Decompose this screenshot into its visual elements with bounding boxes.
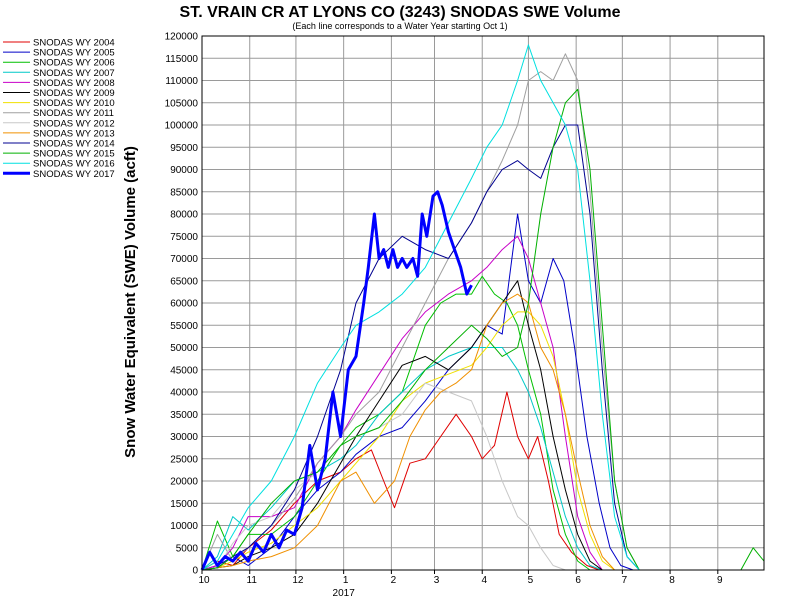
y-axis-ticks: 0 5000 10000 15000 20000 25000 30000 35000 40000… xyxy=(165,32,199,577)
y-tick-label: 90000 xyxy=(170,165,198,176)
y-tick-label: 35000 xyxy=(170,410,198,421)
y-tick-label: 45000 xyxy=(170,365,198,376)
y-tick-label: 100000 xyxy=(165,121,199,132)
series-line-snodas-wy-2014 xyxy=(201,124,764,571)
x-year-label: 2017 xyxy=(333,588,356,599)
series-line-snodas-wy-2007 xyxy=(201,347,764,571)
x-tick-label: 2 xyxy=(391,575,397,586)
y-tick-label: 80000 xyxy=(170,210,198,221)
x-tick-label: 1 xyxy=(343,575,349,586)
x-tick-label: 4 xyxy=(481,575,487,586)
y-tick-label: 5000 xyxy=(176,543,199,554)
y-axis-label: Snow Water Equivalent (SWE) Volume (acft… xyxy=(122,146,139,458)
legend-item-label: SNODAS WY 2015 xyxy=(33,149,115,160)
y-tick-label: 15000 xyxy=(170,499,198,510)
legend-item-label: SNODAS WY 2008 xyxy=(33,78,115,89)
y-tick-label: 70000 xyxy=(170,254,198,265)
legend-item-label: SNODAS WY 2005 xyxy=(33,48,115,59)
x-tick-label: 3 xyxy=(434,575,440,586)
legend-item-label: SNODAS WY 2009 xyxy=(33,88,115,99)
series-line-snodas-wy-2012 xyxy=(201,382,764,571)
series-line-snodas-wy-2013 xyxy=(201,293,764,571)
chart-title: ST. VRAIN CR AT LYONS CO (3243) SNODAS S… xyxy=(180,4,621,21)
y-tick-label: 110000 xyxy=(165,76,198,87)
series-line-snodas-wy-2009 xyxy=(201,280,764,571)
x-tick-label: 11 xyxy=(247,575,258,586)
x-tick-label: 9 xyxy=(717,575,723,586)
plot-border xyxy=(201,35,765,571)
series-line-snodas-wy-2017 xyxy=(200,190,473,571)
legend-item-label: SNODAS WY 2014 xyxy=(33,139,115,150)
series-line-snodas-wy-2016 xyxy=(201,44,764,571)
y-tick-label: 55000 xyxy=(170,321,198,332)
x-tick-label: 12 xyxy=(292,575,304,586)
legend-item-label: SNODAS WY 2012 xyxy=(33,118,115,129)
y-tick-label: 105000 xyxy=(165,98,199,109)
x-tick-label: 6 xyxy=(575,575,581,586)
series-line-snodas-wy-2015 xyxy=(201,88,765,571)
x-tick-label: 7 xyxy=(622,575,628,586)
x-tick-label: 8 xyxy=(669,575,675,586)
y-tick-label: 0 xyxy=(192,566,198,577)
y-tick-label: 60000 xyxy=(170,299,198,310)
y-tick-label: 10000 xyxy=(170,521,198,532)
x-tick-label: 10 xyxy=(198,575,210,586)
legend-item-label: SNODAS WY 2017 xyxy=(33,169,115,180)
legend-item-label: SNODAS WY 2011 xyxy=(33,108,114,119)
legend-item-label: SNODAS WY 2013 xyxy=(33,128,115,139)
series-lines xyxy=(200,44,765,571)
legend-item-label: SNODAS WY 2010 xyxy=(33,98,115,109)
y-tick-label: 20000 xyxy=(170,477,198,488)
y-tick-label: 40000 xyxy=(170,388,198,399)
legend-item-label: SNODAS WY 2007 xyxy=(33,68,115,79)
y-tick-label: 65000 xyxy=(170,276,198,287)
chart-subtitle: (Each line corresponds to a Water Year s… xyxy=(292,21,507,31)
legend-item-label: SNODAS WY 2004 xyxy=(33,38,115,49)
series-line-snodas-wy-2006 xyxy=(201,275,764,571)
x-tick-label: 5 xyxy=(528,575,534,586)
y-tick-label: 50000 xyxy=(170,343,198,354)
y-tick-label: 25000 xyxy=(170,454,198,465)
y-tick-label: 75000 xyxy=(170,232,198,243)
y-tick-label: 85000 xyxy=(170,187,198,198)
legend-item-label: SNODAS WY 2016 xyxy=(33,159,115,170)
series-line-snodas-wy-2004 xyxy=(201,391,764,571)
legend-item-label: SNODAS WY 2006 xyxy=(33,58,115,69)
y-tick-label: 95000 xyxy=(170,143,198,154)
y-tick-label: 120000 xyxy=(165,32,199,43)
y-tick-label: 30000 xyxy=(170,432,198,443)
y-tick-label: 115000 xyxy=(165,54,198,65)
